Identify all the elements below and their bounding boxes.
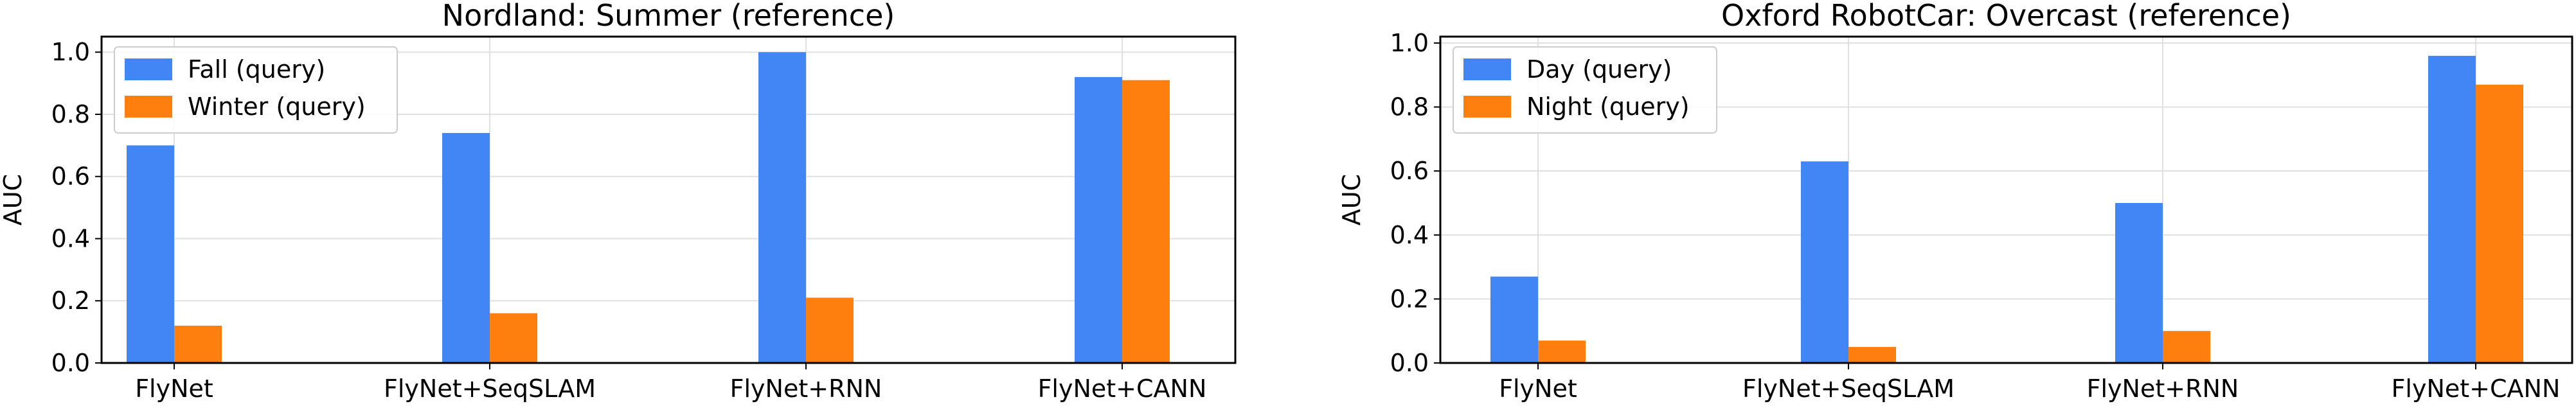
y-tick-label: 0.0: [51, 349, 90, 377]
bar: [806, 297, 854, 363]
y-tick-label: 0.0: [1390, 349, 1429, 377]
bar: [1075, 76, 1122, 364]
legend-label: Night (query): [1526, 93, 1690, 121]
x-tick-label: FlyNet+CANN: [2392, 375, 2561, 403]
legend-label: Winter (query): [188, 93, 366, 121]
bar: [758, 52, 806, 363]
x-tick-label: FlyNet+SeqSLAM: [384, 375, 596, 403]
legend-box: [1453, 46, 1717, 134]
bar: [2163, 331, 2210, 363]
y-tick-label: 0.4: [51, 224, 90, 252]
y-tick-label: 0.6: [51, 163, 90, 191]
legend-label: Fall (query): [188, 55, 325, 84]
bar: [490, 313, 537, 363]
legend-label: Day (query): [1526, 55, 1672, 84]
bar: [2476, 84, 2523, 364]
y-tick-label: 0.8: [51, 100, 90, 128]
chart-title: Nordland: Summer (reference): [442, 0, 895, 33]
x-tick-label: FlyNet+CANN: [1038, 375, 1207, 403]
bar: [442, 132, 490, 363]
y-tick-label: 0.4: [1390, 221, 1429, 249]
x-tick-label: FlyNet+RNN: [730, 375, 882, 403]
y-tick-label: 1.0: [1390, 29, 1429, 57]
y-tick-label: 0.8: [1390, 93, 1429, 121]
bar: [1122, 80, 1170, 363]
y-axis-label: AUC: [1337, 174, 1366, 225]
legend-box: [114, 46, 398, 134]
y-axis-label: AUC: [0, 174, 27, 225]
bar: [1490, 276, 1538, 363]
bar: [1848, 347, 1896, 363]
x-tick-label: FlyNet+SeqSLAM: [1742, 375, 1954, 403]
y-tick-label: 0.6: [1390, 157, 1429, 185]
y-tick-label: 1.0: [51, 38, 90, 66]
bar: [1538, 340, 1586, 363]
plot-frame: [100, 35, 1237, 364]
legend-swatch: [125, 58, 172, 80]
legend-swatch: [1463, 58, 1511, 80]
bar: [127, 145, 174, 364]
x-tick-label: FlyNet: [135, 375, 213, 403]
legend-swatch: [1463, 96, 1511, 118]
bar: [174, 325, 222, 363]
legend-swatch: [125, 96, 172, 118]
y-tick-label: 0.2: [51, 287, 90, 315]
plot-frame: [1439, 35, 2573, 364]
x-tick-label: FlyNet: [1499, 375, 1577, 403]
bar: [2428, 55, 2476, 363]
y-tick-label: 0.2: [1390, 285, 1429, 313]
x-tick-label: FlyNet+RNN: [2087, 375, 2239, 403]
bar: [1801, 161, 1848, 363]
bar: [2115, 202, 2163, 363]
chart-title: Oxford RobotCar: Overcast (reference): [1721, 0, 2291, 33]
